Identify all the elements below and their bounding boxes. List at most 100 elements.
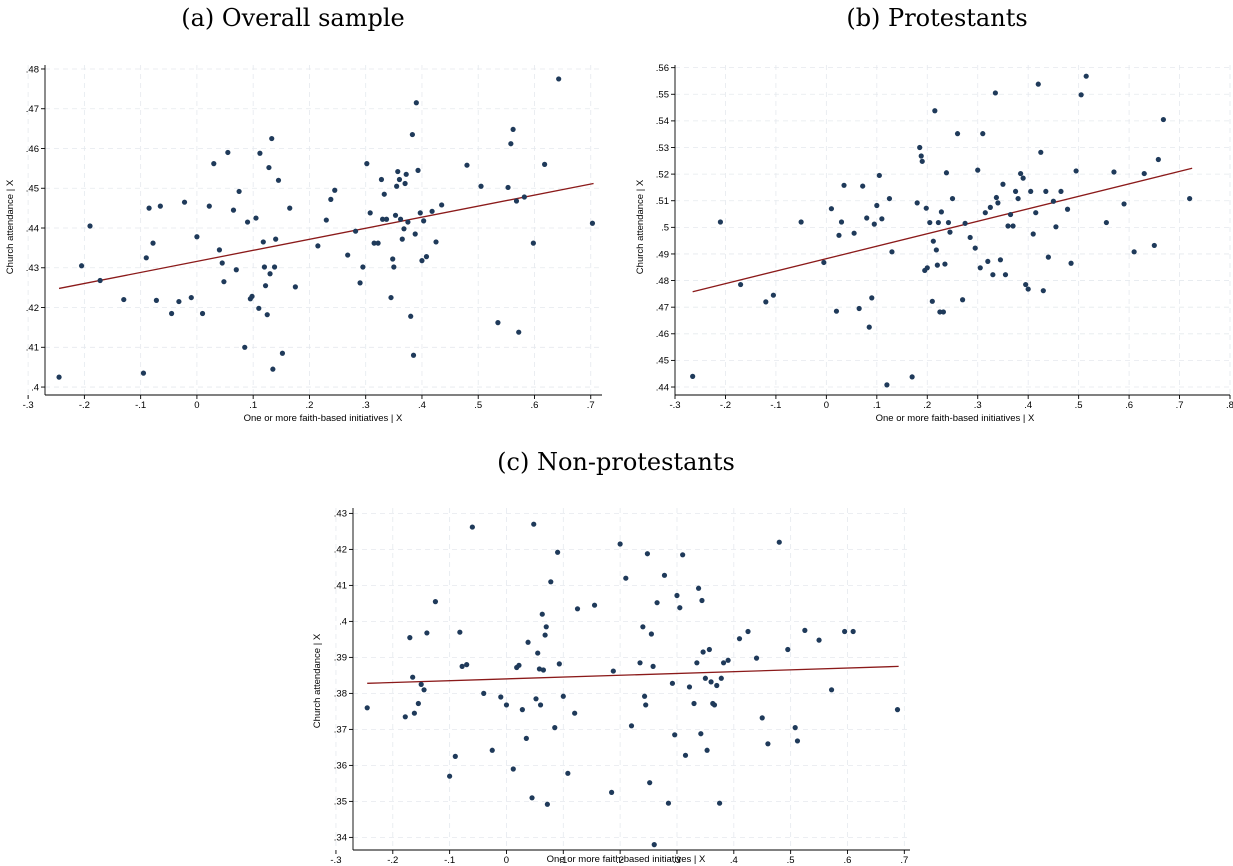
panel-b-point-84	[1053, 224, 1059, 230]
panel-a-ytick-label-1: .41	[26, 343, 39, 354]
panel-b-point-28	[918, 153, 924, 159]
panel-b-point-14	[860, 183, 866, 189]
panel-b-ytick-label-0: .44	[656, 382, 669, 393]
panel-a-xtick-label-10: .7	[587, 400, 595, 411]
panel-a-point-41	[271, 264, 278, 270]
panel-a-title: (a) Overall sample	[181, 4, 405, 32]
panel-c-point-76	[702, 675, 708, 681]
panel-c-point-1	[402, 714, 408, 720]
panel-b-point-52	[972, 245, 978, 251]
panel-c-point-24	[523, 735, 529, 742]
panel-c-point-16	[481, 690, 487, 697]
panel-a-point-65	[391, 264, 397, 270]
panel-c-point-27	[531, 521, 537, 527]
panel-a-ytick-label-4: .44	[26, 223, 39, 234]
panel-a-ytick-label-5: .45	[26, 184, 39, 195]
panel-b-point-78	[1035, 81, 1041, 87]
panel-c-point-100	[850, 628, 856, 635]
panel-c-point-32	[539, 611, 545, 617]
panel-b-point-77	[1033, 210, 1039, 216]
panel-a-point-60	[379, 216, 386, 222]
panel-c-point-73	[698, 731, 704, 737]
panel-c-point-61	[661, 572, 668, 578]
panel-a-point-34	[261, 264, 268, 270]
panel-a-point-97	[521, 194, 527, 200]
panel-c-point-39	[555, 549, 561, 555]
panel-a-point-87	[433, 239, 439, 245]
panel-b-ytick-label-2: .46	[656, 329, 669, 340]
panel-a-xtick-label-9: .6	[531, 400, 539, 411]
panel-b-point-31	[923, 205, 929, 211]
panel-b-point-2	[737, 281, 744, 288]
panel-a-point-55	[364, 161, 370, 167]
panel-a-fit-line	[58, 182, 594, 290]
panel-c-point-52	[640, 624, 646, 630]
panel-a-xtick-label-4: .1	[249, 400, 257, 411]
panel-a-point-70	[397, 216, 404, 222]
panel-a-point-10	[157, 203, 163, 209]
panel-a-xtick-label-0: -.3	[23, 400, 34, 411]
panel-b-point-56	[982, 210, 988, 216]
panel-c-point-68	[682, 752, 689, 758]
panel-c-point-30	[536, 666, 543, 672]
panel-a-point-6	[143, 255, 149, 261]
panel-a-point-9	[153, 297, 159, 303]
panel-a-point-69	[396, 176, 403, 183]
panel-c-xtick-label-1: -.2	[387, 855, 398, 866]
panel-c-point-74	[699, 597, 705, 604]
panel-c-point-33	[540, 667, 547, 673]
panel-c-point-23	[519, 707, 525, 713]
panel-b-point-44	[943, 170, 950, 176]
panel-b-xtick-label-6: .3	[974, 400, 982, 411]
panel-a-point-73	[402, 180, 408, 187]
panel-b-point-22	[884, 382, 890, 388]
panel-c-point-34	[542, 632, 548, 638]
panel-a-tick-labels: .4 .41 .42 .43 .44 .45 .46 .47 .48 -.3 -.2 -.1 0 .1 .2…	[23, 64, 595, 411]
panel-c-point-77	[704, 747, 710, 753]
panel-c-xtick-label-5: .2	[616, 855, 624, 866]
panel-a-point-84	[421, 218, 427, 224]
panel-a-point-77	[409, 131, 415, 138]
panel-a-point-62	[383, 216, 390, 222]
panel-c-point-10	[447, 773, 453, 779]
panel-a-point-17	[206, 203, 212, 209]
panel-b-point-50	[962, 220, 968, 226]
panel-b-point-15	[864, 215, 870, 221]
panel-c-ytick-label-4: .38	[334, 689, 347, 700]
panel-c-points	[364, 521, 901, 848]
panel-a-point-58	[375, 240, 381, 246]
panel-b-point-45	[945, 219, 952, 226]
panel-c-point-31	[537, 702, 544, 708]
panel-c-point-84	[718, 675, 724, 681]
panel-b-xtick-label-11: .8	[1226, 400, 1233, 411]
panel-a-point-54	[360, 264, 366, 270]
panel-b-xtick-label-1: -.2	[720, 400, 731, 411]
panel-b-point-64	[1000, 181, 1006, 187]
panel-a-point-27	[244, 219, 251, 225]
panel-b-point-13	[856, 305, 862, 312]
panel-c-point-93	[785, 646, 791, 653]
panel-a-point-5	[140, 370, 147, 376]
panel-b-fit	[692, 167, 1193, 293]
panel-c-xtick-label-4: .1	[559, 855, 567, 866]
panel-b-ytick-label-8: .52	[656, 169, 669, 180]
panel-a-point-12	[176, 298, 182, 305]
panel-a-point-42	[273, 236, 279, 242]
panel-c-point-54	[643, 702, 649, 708]
panel-b-point-4	[770, 292, 776, 298]
panel-b-point-85	[1058, 188, 1064, 195]
panel-a-point-80	[413, 100, 419, 106]
panel-c-fit	[367, 665, 899, 684]
panel-a-point-100	[556, 76, 562, 82]
panel-a-ytick-label-3: .43	[26, 263, 39, 274]
panel-a-xtick-label-6: .3	[362, 400, 370, 411]
panel-b-point-79	[1038, 149, 1044, 155]
panel-a-point-99	[542, 161, 548, 167]
panel-c-point-46	[609, 789, 615, 796]
panel-c-point-5	[415, 700, 421, 707]
panel-a-point-47	[315, 243, 321, 249]
panel-b-point-63	[997, 257, 1004, 263]
panel-c-ytick-label-1: .35	[334, 797, 347, 808]
panel-b-point-18	[871, 221, 877, 227]
panel-b-axes	[671, 65, 1231, 399]
